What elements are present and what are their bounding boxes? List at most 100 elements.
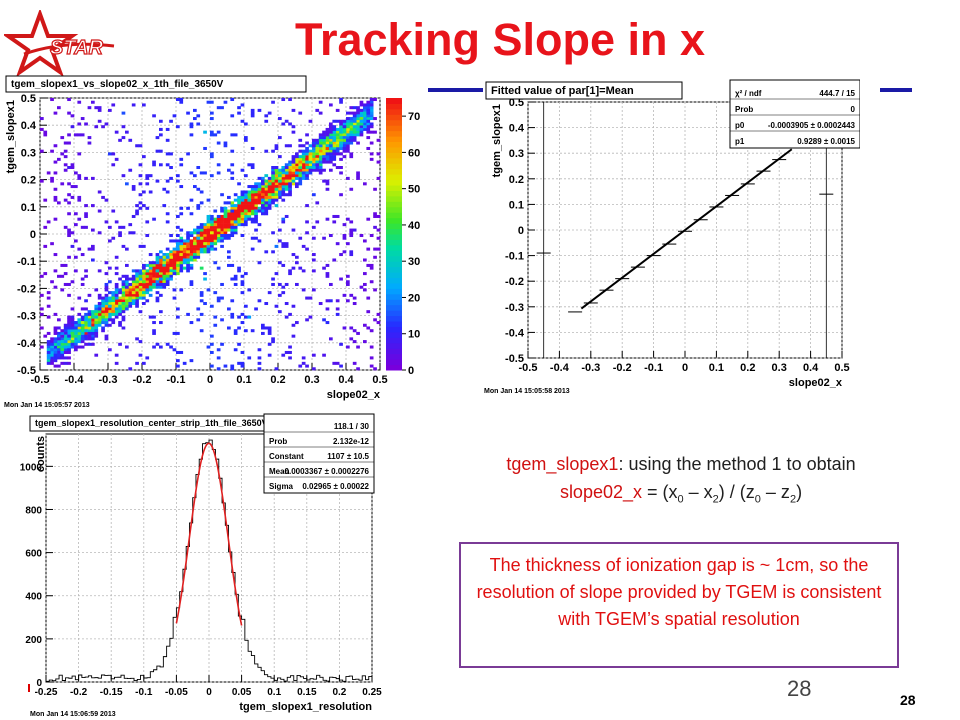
heatmap-cell — [206, 288, 211, 292]
colorbar-tick-label: 20 — [408, 292, 420, 304]
heatmap-cell — [352, 117, 357, 121]
heatmap-cell — [80, 253, 85, 257]
heatmap-cell — [152, 261, 156, 265]
heatmap-cell — [46, 220, 51, 224]
heatmap-cell — [227, 209, 231, 213]
heatmap-cell — [57, 337, 61, 341]
heatmap-cell — [138, 163, 143, 167]
colorbar-segment — [386, 331, 402, 338]
heatmap-cell — [77, 329, 82, 333]
heatmap-cell — [288, 190, 292, 194]
heatmap-cell — [67, 111, 71, 115]
heatmap-cell — [315, 138, 320, 142]
heatmap-cell — [196, 239, 201, 243]
heatmap-cell — [57, 334, 61, 338]
heatmap-cell — [216, 214, 221, 218]
heatmap-cell — [363, 122, 367, 126]
heatmap-cell — [352, 133, 357, 137]
heatmap-cell — [237, 182, 241, 186]
heatmap-cell — [373, 130, 377, 134]
heatmap-cell — [91, 323, 95, 327]
heatmap-cell — [305, 141, 309, 145]
heatmap-cell — [155, 272, 160, 276]
y-tick-label: -0.4 — [17, 338, 37, 350]
heatmap-cell — [322, 266, 326, 270]
heatmap-cell — [169, 263, 173, 267]
heatmap-cell — [165, 269, 170, 273]
heatmap-cell — [67, 337, 71, 341]
heatmap-cell — [189, 239, 194, 243]
heatmap-cell — [291, 182, 296, 186]
heatmap-cell — [335, 119, 340, 123]
heatmap-cell — [271, 340, 275, 344]
heatmap-cell — [257, 223, 262, 227]
heatmap-cell — [366, 326, 371, 330]
heatmap-cell — [155, 149, 160, 153]
heatmap-cell — [179, 263, 184, 267]
y-tick-label: 0 — [36, 678, 42, 689]
heatmap-cell — [53, 359, 58, 363]
heatmap-cell — [179, 266, 184, 270]
heatmap-cell — [250, 190, 255, 194]
heatmap-cell — [325, 133, 330, 137]
heatmap-cell — [91, 312, 95, 316]
heatmap-cell — [339, 119, 343, 123]
heatmap-cell — [131, 214, 136, 218]
histogram-steps — [46, 439, 372, 682]
heatmap-cell — [281, 98, 286, 102]
heatmap-cell — [176, 179, 180, 183]
x-tick-label: 0.3 — [772, 362, 787, 374]
heatmap-cell — [264, 174, 269, 178]
heatmap-cell — [223, 141, 228, 145]
heatmap-cell — [87, 334, 92, 338]
heatmap-cell — [223, 201, 228, 205]
heatmap-cell — [199, 242, 204, 246]
heatmap-cell — [203, 302, 207, 306]
heatmap-cell — [213, 291, 218, 295]
heatmap-cell — [233, 209, 238, 213]
heatmap-cell — [94, 331, 99, 335]
colorbar-segment — [386, 108, 402, 115]
heatmap-cell — [159, 149, 163, 153]
heatmap-cell — [376, 152, 381, 156]
heatmap-cell — [111, 321, 116, 325]
heatmap-cell — [74, 337, 78, 341]
heatmap-cell — [264, 114, 269, 118]
heatmap-cell — [53, 345, 58, 349]
heatmap-cell — [363, 282, 367, 286]
heatmap-cell — [288, 179, 292, 183]
heatmap-cell — [84, 269, 88, 273]
heatmap-cell — [152, 217, 156, 221]
heatmap-cell — [359, 114, 364, 118]
heatmap-cell — [138, 269, 143, 273]
heatmap-cell — [349, 253, 354, 257]
heatmap-cell — [203, 277, 207, 281]
heatmap-cell — [50, 350, 54, 354]
heatmap-cell — [223, 100, 228, 104]
heatmap-cell — [114, 220, 119, 224]
heatmap-cell — [363, 117, 367, 121]
heatmap-cell — [53, 353, 58, 357]
heatmap-cell — [230, 312, 235, 316]
heatmap-cell — [301, 356, 306, 360]
heatmap-cell — [261, 201, 265, 205]
heatmap-cell — [339, 364, 343, 368]
heatmap-cell — [339, 100, 343, 104]
heatmap-cell — [295, 171, 299, 175]
heatmap-cell — [176, 225, 180, 229]
heatmap-cell — [189, 321, 194, 325]
heatmap-cell — [74, 133, 78, 137]
heatmap-cell — [223, 236, 228, 240]
heatmap-cell — [148, 263, 153, 267]
heatmap-cell — [308, 315, 313, 319]
heatmap-cell — [291, 155, 296, 159]
heatmap-cell — [329, 144, 333, 148]
heatmap-cell — [254, 193, 258, 197]
heatmap-cell — [230, 163, 235, 167]
heatmap-cell — [121, 310, 126, 314]
chart-resolution-histogram: -0.25 -0.2 -0.15 -0.1 -0.05 0 0.05 0.1 0.15 0.2 0.… — [20, 413, 382, 718]
heatmap-cell — [104, 261, 109, 265]
heatmap-cell — [159, 321, 163, 325]
colorbar-segment — [386, 125, 402, 132]
colorbar-segment — [386, 315, 402, 322]
